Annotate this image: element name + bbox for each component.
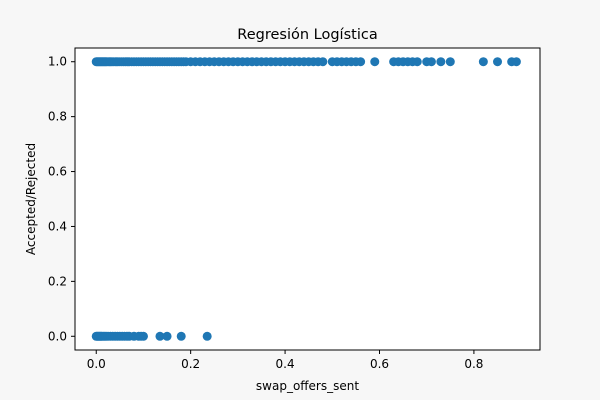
plot-area xyxy=(75,48,540,350)
x-tick-label: 0.2 xyxy=(181,357,200,371)
data-points xyxy=(91,57,521,341)
plot-frame xyxy=(74,47,541,351)
x-tick-label: 0.8 xyxy=(464,357,483,371)
data-point xyxy=(436,57,446,67)
y-tick-label: 0.6 xyxy=(48,165,67,179)
x-axis-label: swap_offers_sent xyxy=(256,379,359,393)
data-point xyxy=(356,57,366,67)
data-point xyxy=(138,331,148,341)
y-tick-label: 0.0 xyxy=(48,329,67,343)
chart-title: Regresión Logística xyxy=(237,27,377,43)
y-tick-label: 0.8 xyxy=(48,110,67,124)
x-tick-label: 0.6 xyxy=(370,357,389,371)
data-point xyxy=(202,331,212,341)
y-tick-label: 1.0 xyxy=(48,55,67,69)
data-point xyxy=(493,57,503,67)
data-point xyxy=(155,331,165,341)
x-axis: 0.0 0.2 0.4 0.6 0.8 xyxy=(87,350,483,371)
data-point xyxy=(162,331,172,341)
y-axis-label: Accepted/Rejected xyxy=(24,143,38,255)
data-point xyxy=(412,57,422,67)
y-tick-label: 0.2 xyxy=(48,274,67,288)
y-tick-label: 0.4 xyxy=(48,219,67,233)
data-point xyxy=(318,57,328,67)
data-point xyxy=(426,57,436,67)
data-point xyxy=(176,331,186,341)
data-point xyxy=(445,57,455,67)
x-tick-label: 0.4 xyxy=(276,357,295,371)
data-point xyxy=(511,57,521,67)
x-tick-label: 0.0 xyxy=(87,357,106,371)
data-point xyxy=(370,57,380,67)
data-point xyxy=(478,57,488,67)
y-axis: 0.0 0.2 0.4 0.6 0.8 1.0 xyxy=(48,55,75,343)
